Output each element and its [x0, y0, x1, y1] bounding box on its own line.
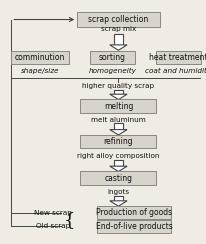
- FancyBboxPatch shape: [80, 135, 157, 148]
- Text: ingots: ingots: [107, 189, 130, 195]
- Text: coat and humidity: coat and humidity: [145, 68, 206, 74]
- Text: heat treatment: heat treatment: [149, 53, 206, 62]
- FancyBboxPatch shape: [11, 51, 69, 64]
- Polygon shape: [110, 201, 127, 206]
- Text: sorting: sorting: [99, 53, 126, 62]
- Polygon shape: [114, 196, 123, 201]
- Text: scrap mix: scrap mix: [101, 26, 136, 32]
- Text: comminution: comminution: [15, 53, 65, 62]
- Polygon shape: [114, 90, 123, 94]
- Polygon shape: [110, 94, 127, 100]
- Polygon shape: [114, 160, 123, 166]
- Text: scrap collection: scrap collection: [88, 15, 149, 24]
- Text: {: {: [63, 211, 75, 229]
- Text: melting: melting: [104, 102, 133, 111]
- Polygon shape: [114, 34, 123, 45]
- FancyBboxPatch shape: [80, 171, 157, 185]
- FancyBboxPatch shape: [97, 220, 171, 233]
- FancyBboxPatch shape: [90, 51, 135, 64]
- Text: Production of goods: Production of goods: [96, 208, 172, 217]
- FancyBboxPatch shape: [77, 12, 160, 27]
- FancyBboxPatch shape: [156, 51, 201, 64]
- Polygon shape: [110, 45, 127, 50]
- Polygon shape: [110, 166, 127, 172]
- Text: shape/size: shape/size: [21, 68, 59, 74]
- Text: melt aluminum: melt aluminum: [91, 117, 146, 122]
- Text: End-of-live products: End-of-live products: [96, 222, 172, 231]
- Text: New scrap: New scrap: [34, 210, 72, 216]
- Text: refining: refining: [104, 137, 133, 146]
- Text: higher quality scrap: higher quality scrap: [82, 83, 154, 89]
- FancyBboxPatch shape: [97, 206, 171, 219]
- Text: right alloy composition: right alloy composition: [77, 153, 160, 159]
- Polygon shape: [114, 123, 123, 130]
- Text: Old scrap: Old scrap: [36, 224, 70, 229]
- Text: homogeneity: homogeneity: [88, 68, 136, 74]
- Text: casting: casting: [104, 174, 132, 183]
- Polygon shape: [110, 130, 127, 135]
- FancyBboxPatch shape: [80, 99, 157, 113]
